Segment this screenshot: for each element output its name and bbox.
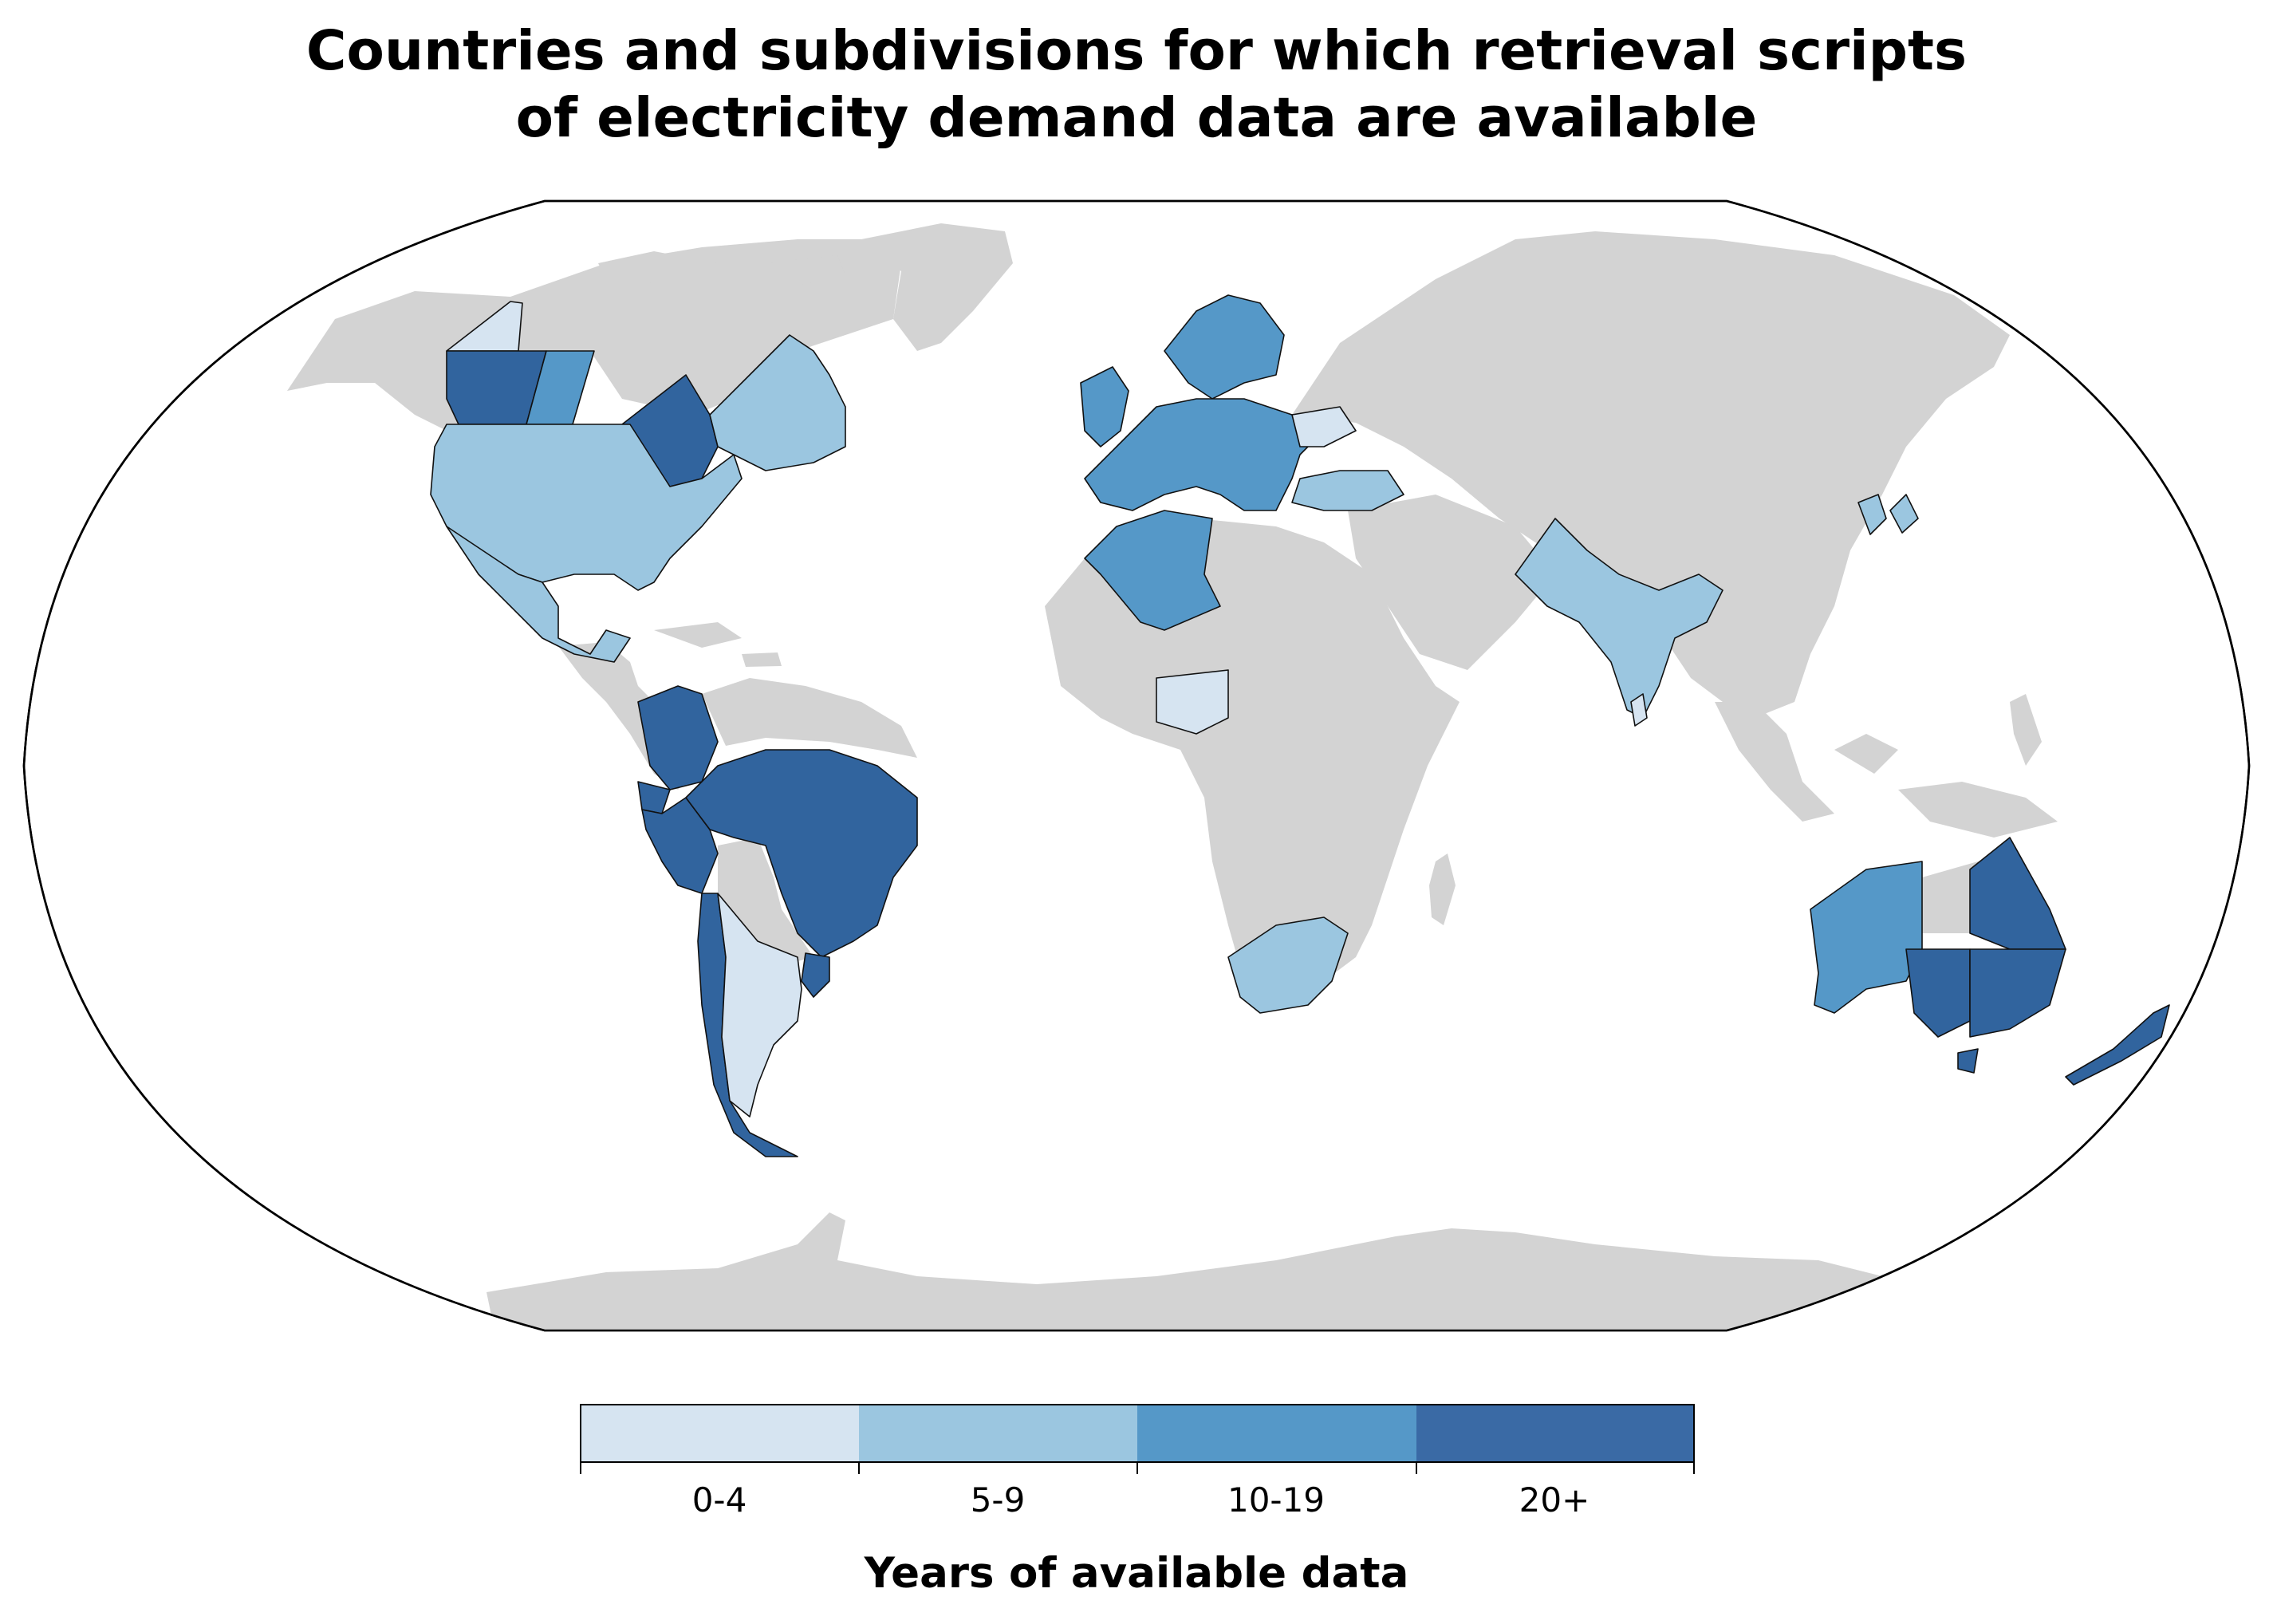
map-frame-outline xyxy=(22,199,2251,1332)
region-peru xyxy=(641,797,719,894)
region-continental-europe xyxy=(1084,398,1325,511)
land-antarctica xyxy=(487,1212,1898,1330)
legend-bin-label-10-19: 10-19 xyxy=(1227,1480,1326,1520)
legend-colorbar-frame xyxy=(580,1404,1695,1463)
legend-swatch-20-plus xyxy=(1416,1404,1695,1463)
legend-tick xyxy=(1416,1463,1417,1474)
region-tasmania xyxy=(1957,1048,1979,1074)
land-greenland xyxy=(861,223,1013,351)
region-south-korea xyxy=(1857,494,1887,535)
region-algeria xyxy=(1084,510,1221,631)
map-title-line-1: Countries and subdivisions for which ret… xyxy=(305,19,1968,83)
region-south-africa xyxy=(1227,916,1349,1014)
region-mexico xyxy=(446,526,631,663)
legend-bin-label-20-plus: 20+ xyxy=(1519,1480,1590,1520)
land-caribbean xyxy=(654,622,782,667)
land-southeast-asia xyxy=(1715,694,2058,838)
legend-tick xyxy=(1136,1463,1138,1474)
map-title-line-2: of electricity demand data are available xyxy=(515,86,1758,150)
region-colombia xyxy=(637,685,719,790)
legend-swatch-0-4 xyxy=(580,1404,859,1463)
land-middle-east xyxy=(1348,495,1555,670)
land-alaska-canada-north xyxy=(287,239,901,431)
region-new-zealand xyxy=(2065,1004,2170,1086)
legend-tick xyxy=(1693,1463,1695,1474)
region-nigeria xyxy=(1156,669,1229,735)
region-south-australia xyxy=(1905,948,1971,1038)
legend-swatch-5-9 xyxy=(859,1404,1137,1463)
land-bolivia-paraguay xyxy=(718,838,813,965)
map-title: Countries and subdivisions for which ret… xyxy=(0,18,2273,152)
region-western-australia xyxy=(1810,861,1923,1014)
land-arctic-islands xyxy=(598,251,845,287)
legend-tick xyxy=(858,1463,860,1474)
legend-title: Years of available data xyxy=(864,1549,1409,1598)
region-brazil xyxy=(685,749,918,958)
legend-bin-label-0-4: 0-4 xyxy=(691,1480,747,1520)
land-africa xyxy=(1045,518,1460,989)
region-romania xyxy=(1291,406,1357,447)
region-uruguay xyxy=(801,952,830,998)
region-new-south-wales-victoria xyxy=(1969,948,2066,1038)
region-japan xyxy=(1889,494,1919,534)
land-russia-asia xyxy=(1292,231,2010,718)
region-quebec-maritimes xyxy=(709,334,846,471)
legend-tick xyxy=(580,1463,581,1474)
legend-bin-label-5-9: 5-9 xyxy=(970,1480,1026,1520)
legend-swatch-10-19 xyxy=(1137,1404,1416,1463)
region-scandinavia xyxy=(1164,294,1285,400)
land-madagascar xyxy=(1429,853,1456,925)
region-sri-lanka xyxy=(1630,693,1648,727)
land-venezuela-guianas xyxy=(702,678,917,758)
region-turkey xyxy=(1291,470,1404,511)
legend-colorbar xyxy=(580,1404,1695,1463)
region-united-kingdom-ireland xyxy=(1080,366,1129,447)
region-india xyxy=(1515,518,1723,719)
region-argentina xyxy=(717,893,802,1117)
